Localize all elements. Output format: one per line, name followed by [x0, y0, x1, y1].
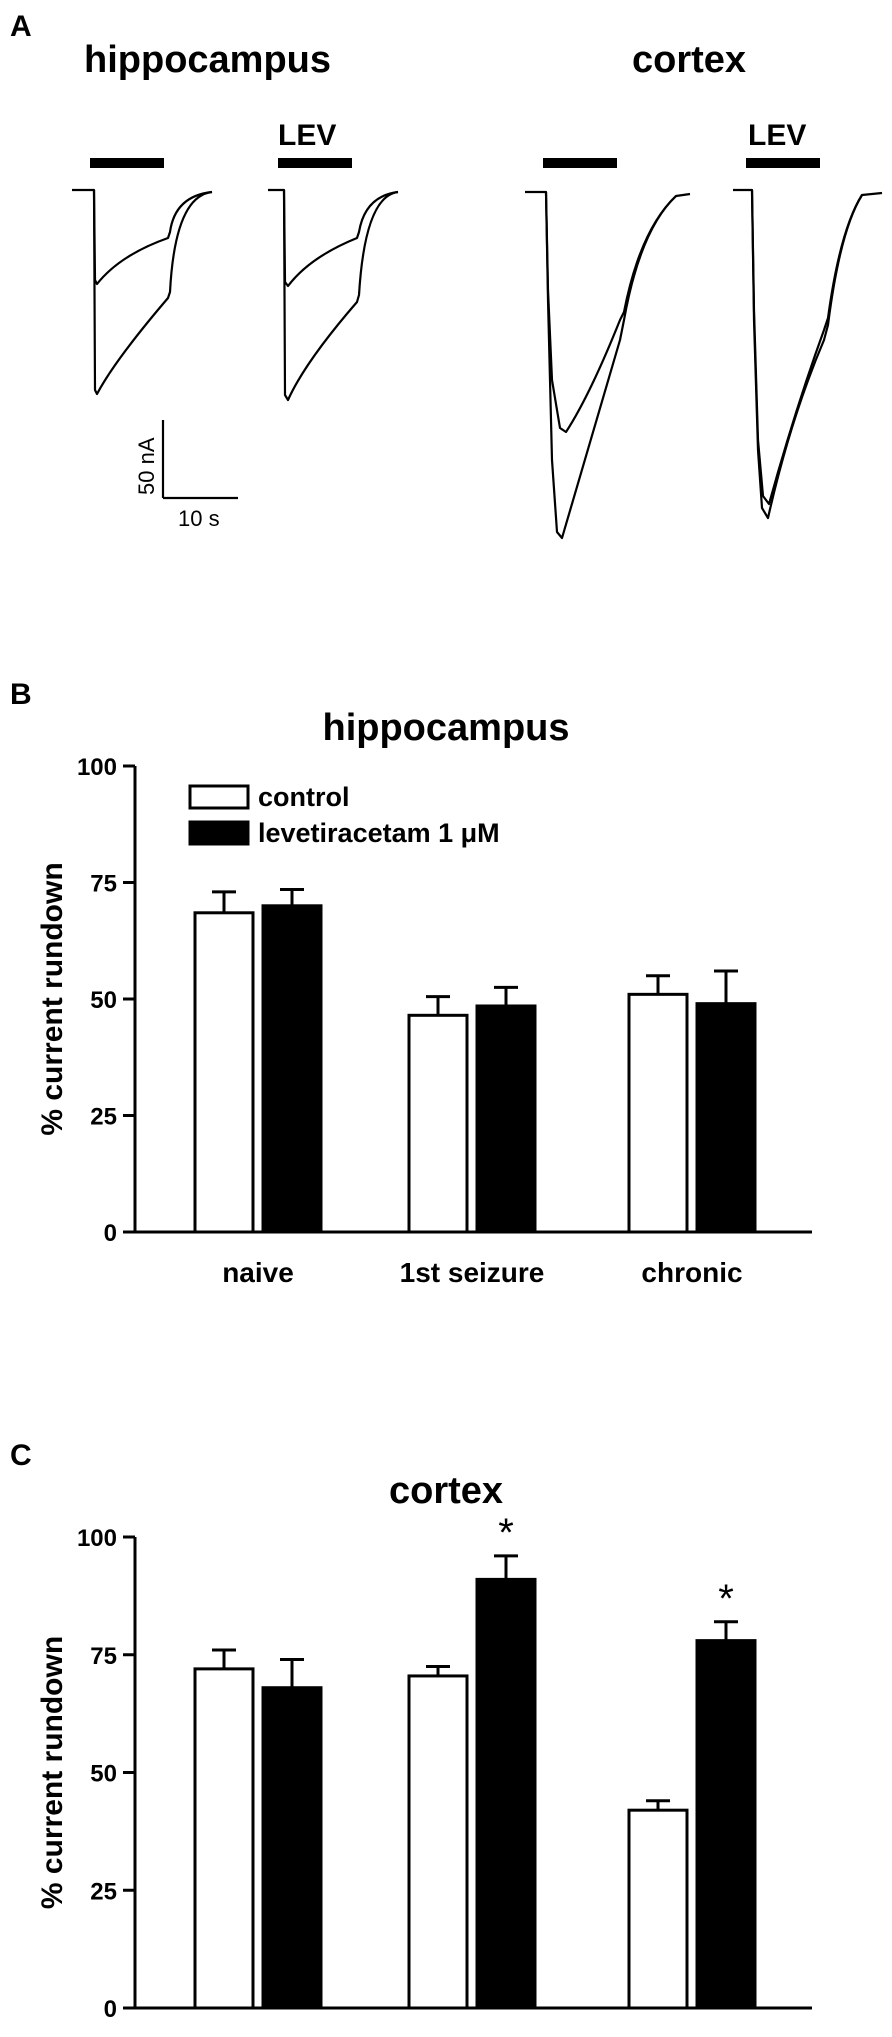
chart-b-category-label: chronic: [641, 1257, 742, 1288]
application-bar-cortex-control: [543, 158, 617, 168]
trace-cortex-lev-late: [750, 189, 863, 506]
panel-b-letter: B: [10, 678, 32, 711]
chart-c: 0 25 50 75 100 % current rundown naive 1st seiz…: [36, 1511, 812, 2037]
chart-b-bar: [261, 904, 323, 1234]
chart-c-bar: [261, 1686, 323, 2010]
chart-b-bar: [407, 1013, 469, 1234]
chart-b: 0 25 50 75 100 % current rundown naive 1st seiz…: [36, 754, 812, 1288]
chart-c-significance-mark: *: [498, 1511, 514, 1555]
panel-a-title-cortex: cortex: [632, 39, 746, 81]
chart-b-title: hippocampus: [322, 707, 569, 749]
chart-c-category-label: chronic: [641, 2033, 742, 2037]
panel-a-letter: A: [10, 10, 32, 43]
scale-bar-x-label: 10 s: [178, 506, 220, 531]
chart-b-legend-label: control: [258, 782, 350, 812]
trace-hippo-control-late: [92, 189, 213, 286]
chart-c-category-label: naive: [222, 2033, 294, 2037]
chart-b-y-tick-label: 25: [90, 1104, 117, 1131]
trace-hippo-control-first: [72, 188, 213, 396]
chart-b-category-label: 1st seizure: [400, 1257, 545, 1288]
chart-c-y-axis-label: % current rundown: [36, 1636, 69, 1909]
chart-b-y-axis-label: % current rundown: [36, 862, 69, 1135]
panel-c-letter: C: [10, 1439, 32, 1472]
application-bar-hippo-control: [90, 158, 164, 168]
lev-label-hippocampus: LEV: [278, 119, 336, 152]
chart-c-category-label: 1st seizure: [400, 2033, 545, 2037]
chart-c-significance-mark: *: [718, 1577, 734, 1621]
chart-b-legend-label: levetiracetam 1 μM: [258, 818, 500, 848]
chart-b-y-tick-label: 100: [77, 754, 117, 781]
trace-hippo-lev-first: [268, 188, 399, 402]
chart-b-legend-swatch: [188, 784, 250, 810]
chart-c-y-tick-label: 0: [104, 1996, 117, 2023]
chart-c-bar: [627, 1808, 689, 2010]
scale-bar-y-label: 50 nA: [134, 437, 159, 495]
panel-a: A hippocampus cortex LEV LEV 50 nA 10 s: [10, 10, 883, 540]
chart-c-y-tick-label: 25: [90, 1878, 117, 1905]
chart-c-bar: [407, 1674, 469, 2010]
chart-c-y-tick-label: 75: [90, 1643, 117, 1670]
panel-b: B hippocampus 0 25 50 75 100 % current rundow…: [10, 678, 812, 1288]
chart-c-bar: [193, 1667, 255, 2010]
lev-label-cortex: LEV: [748, 119, 806, 152]
chart-c-y-tick-label: 50: [90, 1761, 117, 1788]
chart-b-bar: [193, 911, 255, 1234]
application-bar-cortex-lev: [746, 158, 820, 168]
chart-b-legend-swatch: [188, 820, 250, 846]
chart-b-bar: [695, 1002, 757, 1234]
trace-hippo-lev-late: [282, 189, 399, 288]
chart-b-y-tick-label: 50: [90, 987, 117, 1014]
chart-b-bar: [627, 992, 689, 1234]
chart-c-y-tick-label: 100: [77, 1525, 117, 1552]
application-bar-hippo-lev: [278, 158, 352, 168]
chart-b-y-tick-label: 75: [90, 871, 117, 898]
trace-cortex-control-late: [544, 191, 677, 434]
chart-b-y-tick-label: 0: [104, 1220, 117, 1247]
chart-c-bar: [695, 1639, 757, 2010]
chart-c-bar: [475, 1577, 537, 2010]
panel-c: C cortex 0 25 50 75 100 % current rundown naiv…: [10, 1439, 812, 2037]
chart-b-category-label: naive: [222, 1257, 294, 1288]
chart-b-bar: [475, 1004, 537, 1234]
chart-c-title: cortex: [389, 1470, 503, 1512]
trace-cortex-control-first: [525, 190, 691, 540]
panel-a-title-hippocampus: hippocampus: [84, 39, 331, 81]
